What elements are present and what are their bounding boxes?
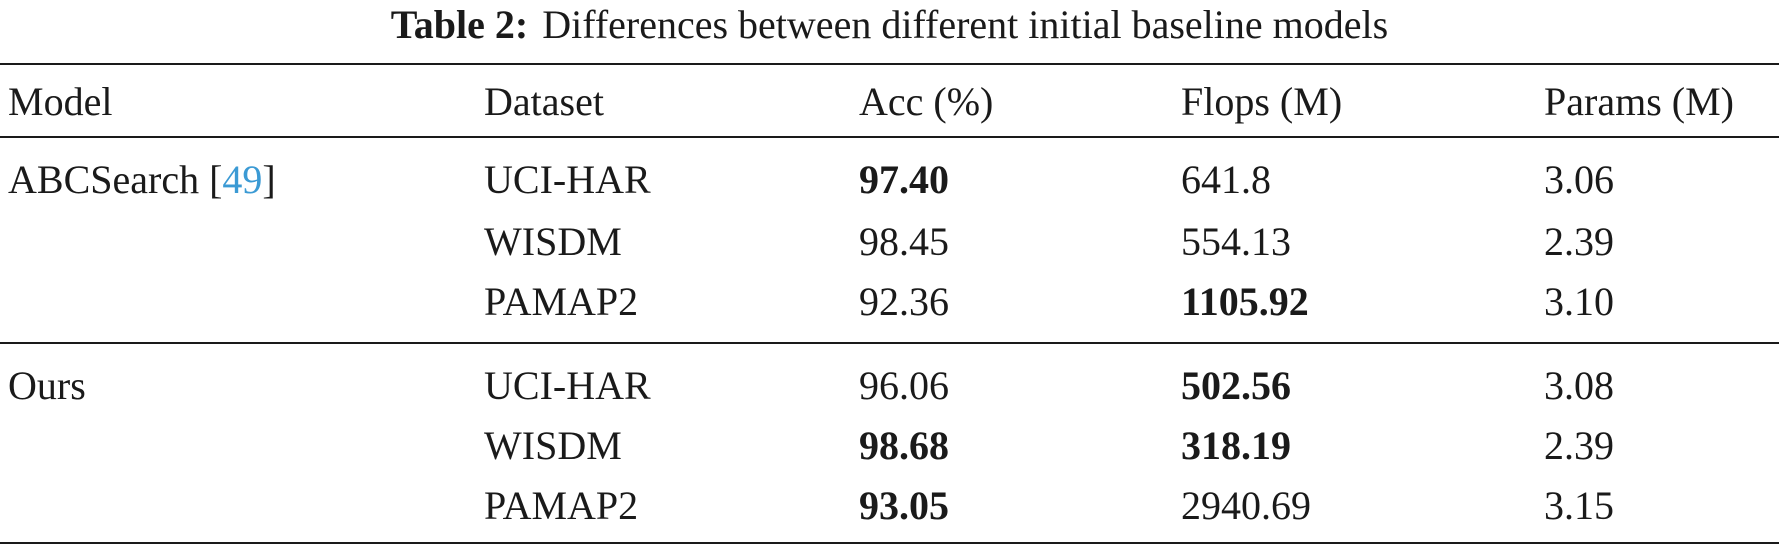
header-acc: Acc (%) — [859, 79, 994, 124]
header-dataset: Dataset — [484, 79, 604, 124]
dataset-cell: UCI-HAR — [484, 157, 651, 202]
params-cell: 2.39 — [1544, 219, 1614, 264]
acc-cell: 92.36 — [859, 279, 949, 324]
model-cell-abcsearch: ABCSearch [49] — [8, 152, 276, 208]
dataset-cell: PAMAP2 — [484, 279, 639, 324]
model-name: ABCSearch [ — [8, 157, 223, 202]
table-header-rule — [0, 136, 1779, 138]
flops-cell: 2940.69 — [1181, 483, 1311, 528]
dataset-cell: PAMAP2 — [484, 483, 639, 528]
dataset-cell: WISDM — [484, 219, 622, 264]
flops-cell: 1105.92 — [1181, 279, 1309, 324]
params-cell: 3.15 — [1544, 483, 1614, 528]
acc-cell: 96.06 — [859, 363, 949, 408]
table-bottom-rule — [0, 542, 1779, 544]
table-caption-text: Differences between different initial ba… — [542, 2, 1389, 47]
table-group-rule — [0, 342, 1779, 344]
flops-cell: 554.13 — [1181, 219, 1291, 264]
header-model: Model — [8, 79, 113, 124]
params-cell: 3.10 — [1544, 279, 1614, 324]
header-flops: Flops (M) — [1181, 79, 1343, 124]
flops-cell: 318.19 — [1181, 423, 1291, 468]
model-name-close: ] — [262, 157, 276, 202]
acc-cell: 98.45 — [859, 219, 949, 264]
params-cell: 3.08 — [1544, 363, 1614, 408]
acc-cell: 97.40 — [859, 157, 949, 202]
flops-cell: 502.56 — [1181, 363, 1291, 408]
dataset-cell: UCI-HAR — [484, 363, 651, 408]
acc-cell: 98.68 — [859, 423, 949, 468]
flops-cell: 641.8 — [1181, 157, 1271, 202]
table-top-rule — [0, 63, 1779, 65]
table-caption-label: Table 2: — [390, 2, 529, 47]
table-caption: Table 2: Differences between different in… — [0, 0, 1779, 52]
citation-link[interactable]: 49 — [222, 157, 263, 202]
params-cell: 3.06 — [1544, 157, 1614, 202]
model-cell-ours: Ours — [8, 363, 86, 408]
dataset-cell: WISDM — [484, 423, 622, 468]
acc-cell: 93.05 — [859, 483, 949, 528]
header-params: Params (M) — [1544, 79, 1734, 124]
params-cell: 2.39 — [1544, 423, 1614, 468]
